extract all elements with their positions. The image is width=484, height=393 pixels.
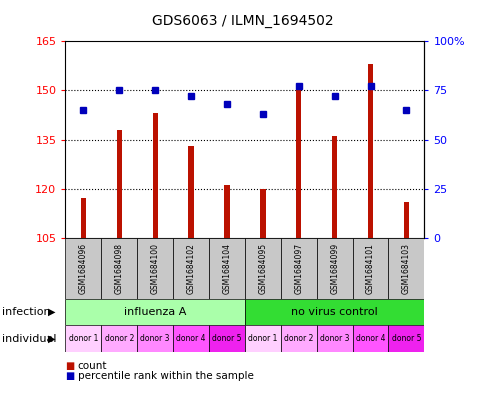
Bar <box>259 189 265 238</box>
Bar <box>101 325 137 352</box>
Bar <box>244 325 280 352</box>
Text: GSM1684100: GSM1684100 <box>151 243 159 294</box>
Text: ■: ■ <box>65 361 75 371</box>
Bar <box>244 238 280 299</box>
Bar <box>65 325 101 352</box>
Text: GSM1684099: GSM1684099 <box>330 242 338 294</box>
Text: donor 4: donor 4 <box>355 334 384 343</box>
Text: GSM1684102: GSM1684102 <box>186 243 195 294</box>
Bar <box>280 325 316 352</box>
Bar <box>316 238 352 299</box>
Bar <box>224 185 229 238</box>
Text: infection: infection <box>2 307 51 317</box>
Bar <box>65 238 101 299</box>
Text: percentile rank within the sample: percentile rank within the sample <box>77 371 253 381</box>
Bar <box>65 299 244 325</box>
Text: GSM1684098: GSM1684098 <box>115 243 123 294</box>
Text: GSM1684101: GSM1684101 <box>365 243 374 294</box>
Text: GSM1684103: GSM1684103 <box>401 243 410 294</box>
Bar <box>116 130 122 238</box>
Bar <box>80 198 86 238</box>
Bar <box>388 238 424 299</box>
Bar <box>316 325 352 352</box>
Text: donor 3: donor 3 <box>319 334 348 343</box>
Bar <box>280 238 316 299</box>
Text: GSM1684095: GSM1684095 <box>258 242 267 294</box>
Text: no virus control: no virus control <box>291 307 377 317</box>
Bar <box>137 238 173 299</box>
Text: ▶: ▶ <box>47 334 55 344</box>
Bar <box>388 325 424 352</box>
Bar <box>188 146 194 238</box>
Bar <box>173 325 209 352</box>
Text: donor 2: donor 2 <box>284 334 313 343</box>
Bar <box>295 84 301 238</box>
Text: GDS6063 / ILMN_1694502: GDS6063 / ILMN_1694502 <box>151 14 333 28</box>
Text: GSM1684104: GSM1684104 <box>222 243 231 294</box>
Bar <box>352 325 388 352</box>
Bar <box>331 136 337 238</box>
Text: individual: individual <box>2 334 57 344</box>
Text: donor 5: donor 5 <box>391 334 420 343</box>
Bar <box>137 325 173 352</box>
Bar <box>352 238 388 299</box>
Text: donor 4: donor 4 <box>176 334 205 343</box>
Bar <box>209 238 244 299</box>
Text: donor 1: donor 1 <box>69 334 98 343</box>
Bar <box>209 325 244 352</box>
Bar <box>101 238 137 299</box>
Bar <box>367 64 373 238</box>
Text: ■: ■ <box>65 371 75 381</box>
Text: GSM1684097: GSM1684097 <box>294 242 302 294</box>
Text: influenza A: influenza A <box>124 307 186 317</box>
Text: ▶: ▶ <box>47 307 55 317</box>
Text: donor 5: donor 5 <box>212 334 241 343</box>
Text: GSM1684096: GSM1684096 <box>79 242 88 294</box>
Text: count: count <box>77 361 107 371</box>
Bar <box>403 202 408 238</box>
Text: donor 2: donor 2 <box>105 334 134 343</box>
Text: donor 1: donor 1 <box>248 334 277 343</box>
Bar <box>152 113 158 238</box>
Bar <box>173 238 209 299</box>
Text: donor 3: donor 3 <box>140 334 169 343</box>
Bar <box>244 299 424 325</box>
